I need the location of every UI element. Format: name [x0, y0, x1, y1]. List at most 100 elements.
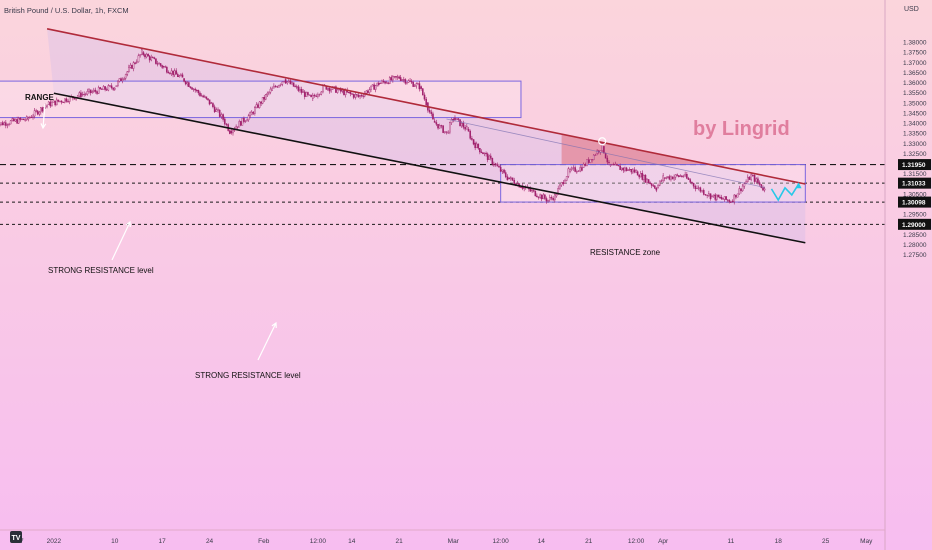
candle [647, 179, 650, 184]
candle [503, 168, 505, 175]
candle-body [17, 117, 20, 124]
candle [430, 109, 433, 117]
candle-body [694, 185, 697, 189]
candle-body [252, 111, 255, 114]
candle [725, 196, 727, 201]
candle [479, 147, 481, 155]
candle-body [217, 109, 219, 111]
candle-body [11, 118, 14, 122]
candle-body [428, 110, 431, 113]
candle [390, 75, 393, 81]
arrow-shaft [42, 103, 46, 129]
candle [392, 75, 394, 83]
candle [670, 175, 672, 182]
candle-body [469, 130, 472, 139]
candle [730, 200, 732, 203]
candle-body [134, 62, 136, 64]
candle-body [596, 150, 598, 154]
candle [539, 193, 541, 199]
candle-body [682, 176, 685, 178]
candle-body [450, 119, 453, 123]
candle [552, 195, 554, 202]
candle-body [719, 196, 721, 198]
candle-body [352, 94, 355, 98]
candle-body [240, 121, 242, 126]
candle-body [579, 167, 582, 172]
candle-body [726, 199, 729, 201]
tradingview-logo-icon[interactable]: TV [10, 531, 22, 543]
candle-body [706, 194, 708, 196]
candle-body [257, 104, 259, 108]
candle-body [472, 139, 475, 145]
resistance-arrow-icon [257, 321, 277, 361]
candle [139, 54, 141, 58]
candle [147, 53, 149, 57]
range-box [0, 80, 522, 119]
candle-body [265, 94, 267, 100]
candle-body [647, 179, 650, 184]
candle-body [396, 76, 399, 78]
candle [291, 81, 293, 85]
candle-body [475, 143, 478, 149]
candle-body [203, 96, 206, 98]
candle-body [627, 169, 629, 171]
candle [489, 153, 492, 161]
candle-body [67, 101, 69, 103]
candle-body [41, 107, 44, 112]
candle-body [88, 89, 90, 92]
candle [60, 100, 63, 105]
candle-body [606, 157, 609, 163]
candle-body [158, 63, 160, 65]
resistance-trendline [46, 28, 806, 185]
candle-body [539, 194, 541, 198]
candle [59, 100, 61, 103]
candle [712, 194, 715, 198]
candle-body [255, 104, 258, 108]
candle [164, 65, 167, 68]
candle-body [479, 147, 481, 153]
candle [409, 78, 411, 82]
candle [649, 181, 651, 185]
candle-body [730, 201, 732, 203]
candle-body [686, 174, 688, 179]
candle-body [210, 102, 213, 104]
candle [210, 101, 213, 104]
candle-body [406, 82, 408, 84]
candle-body [3, 122, 6, 126]
candle-body [250, 111, 253, 116]
candle [689, 178, 692, 184]
candle [183, 78, 185, 83]
candle-body [520, 187, 522, 189]
candle-body [722, 198, 724, 200]
candle-body [735, 194, 737, 198]
candle [708, 190, 710, 198]
candle [614, 161, 617, 166]
candle-body [36, 110, 39, 115]
candle [455, 118, 458, 121]
candle-body [139, 54, 141, 56]
candle [720, 194, 723, 200]
candle [513, 177, 516, 185]
candle [134, 61, 136, 65]
candle [486, 152, 489, 163]
candle [6, 123, 9, 129]
candle [577, 170, 580, 172]
candle [480, 149, 483, 154]
candle-body [161, 65, 163, 68]
candle [736, 193, 739, 198]
candle [619, 163, 621, 170]
candle-body [137, 55, 140, 63]
candle [180, 73, 182, 77]
candle [632, 168, 634, 174]
candle [215, 107, 218, 113]
candle-body [128, 67, 130, 72]
candle [176, 72, 179, 78]
candle [667, 176, 669, 179]
candle-body [335, 86, 337, 93]
candle-body [743, 183, 746, 187]
candle-body [498, 165, 500, 168]
candle [511, 177, 514, 182]
candle-body [503, 169, 505, 173]
candle-body [118, 78, 121, 82]
